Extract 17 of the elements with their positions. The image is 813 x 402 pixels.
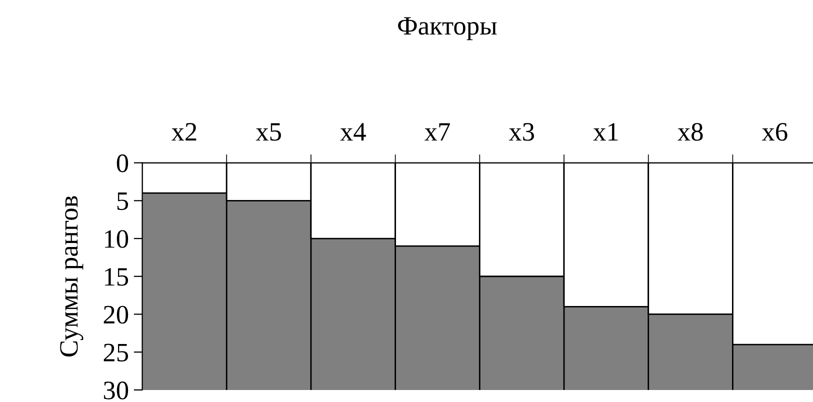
x-tick-label: x6 [762,123,788,141]
y-tick-label: 10 [105,230,128,248]
x-tick-label: x5 [256,123,281,141]
x-tick-label: x7 [424,123,450,141]
y-tick-label: 25 [104,344,128,362]
x-tick-label: x2 [171,123,196,141]
x-tick-label: x1 [593,123,618,141]
x-tick-label: x8 [678,122,703,141]
x-tick-label: x3 [508,123,534,141]
y-tick-label: 20 [104,306,128,324]
y-tick-label: 5 [117,192,128,210]
y-tick-label: 15 [105,268,128,286]
y-tick-label: 30 [104,382,128,400]
y-tick-label: 0 [116,154,128,172]
x-tick-label: x4 [340,123,366,141]
y-axis-title: Суммы рангов [60,196,84,356]
chart-title: Факторы [398,17,497,40]
